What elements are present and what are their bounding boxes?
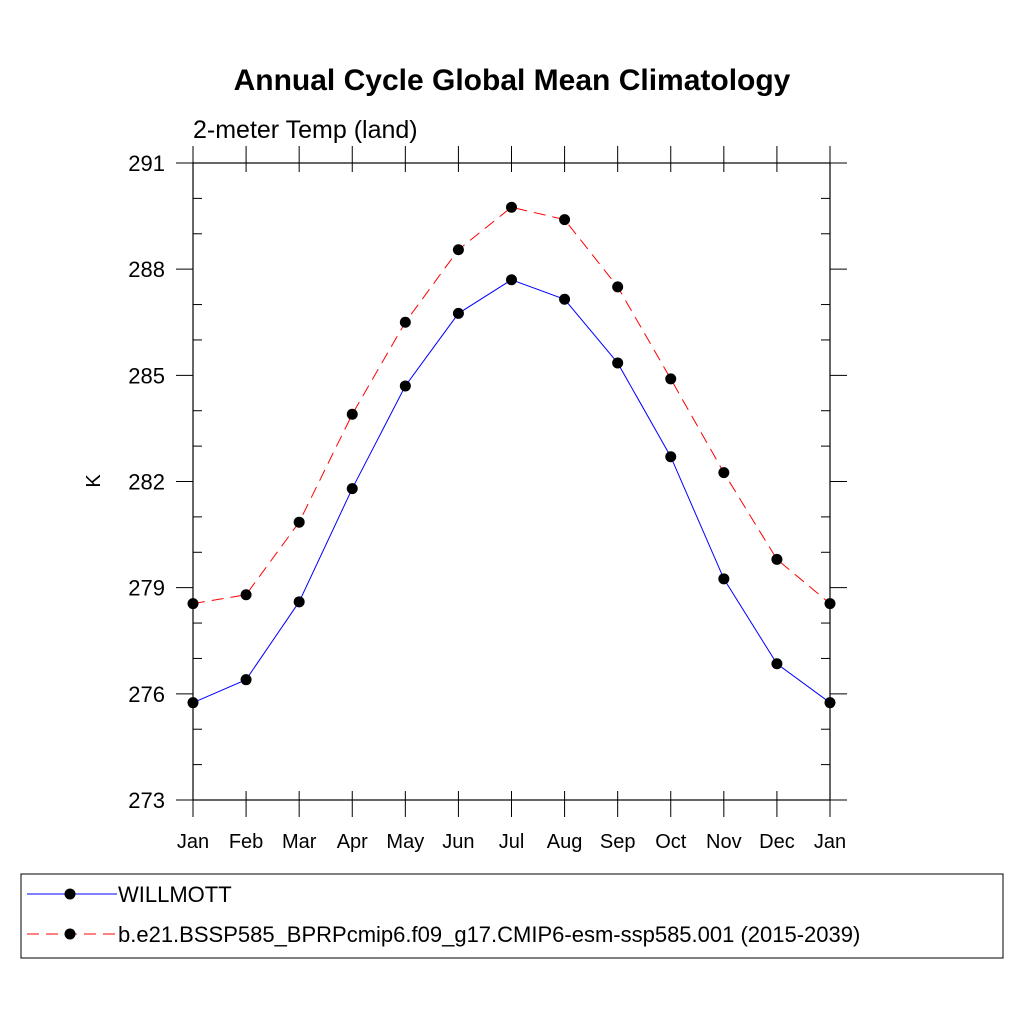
x-tick-label: Jul	[499, 831, 525, 853]
data-point-s0	[612, 357, 624, 369]
x-tick-label: Jan	[814, 831, 846, 853]
data-point-s0	[293, 596, 305, 608]
legend-marker-0	[64, 888, 76, 900]
data-point-s1	[240, 589, 252, 601]
data-point-s1	[718, 467, 730, 479]
data-point-s0	[559, 293, 571, 305]
data-point-s1	[559, 214, 571, 226]
y-tick-label: 291	[128, 151, 165, 176]
axis-ticks: 273 276 279 282 285 288 291 Jan Feb Mar Apr May Jun J…	[128, 146, 847, 853]
legend-marker-1	[64, 928, 76, 940]
x-tick-label: Nov	[706, 831, 742, 853]
x-tick-label: Sep	[600, 831, 636, 853]
x-tick-label: Dec	[759, 831, 795, 853]
y-tick-label: 282	[128, 470, 165, 495]
data-point-s1	[665, 373, 677, 385]
x-tick-label: Aug	[547, 831, 583, 853]
y-tick-label: 273	[128, 788, 165, 813]
series-line-0	[192, 279, 831, 704]
data-point-s0	[240, 674, 252, 686]
x-tick-label: May	[386, 831, 424, 853]
data-point-s1	[771, 553, 783, 565]
chart-subtitle: 2-meter Temp (land)	[193, 116, 418, 144]
y-tick-label: 285	[128, 363, 165, 388]
legend: WILLMOTT b.e21.BSSP585_BPRPcmip6.f09_g17.…	[20, 873, 1004, 959]
data-point-s0	[718, 573, 730, 585]
data-point-s0	[771, 658, 783, 670]
data-point-s0	[665, 451, 677, 463]
data-point-s0	[452, 307, 464, 319]
chart-title: Annual Cycle Global Mean Climatology	[234, 64, 791, 97]
y-tick-label: 276	[128, 682, 165, 707]
data-point-s1	[452, 244, 464, 256]
data-point-s1	[346, 408, 358, 420]
data-point-s0	[824, 697, 836, 709]
data-point-s0	[346, 483, 358, 495]
legend-box	[20, 873, 1004, 959]
series-line-1	[192, 206, 831, 605]
legend-label-1: b.e21.BSSP585_BPRPcmip6.f09_g17.CMIP6-es…	[118, 922, 860, 947]
series-layer	[187, 201, 836, 709]
data-point-s1	[187, 598, 199, 610]
data-point-s1	[399, 316, 411, 328]
data-point-s1	[612, 281, 624, 293]
x-tick-label: Apr	[337, 831, 368, 853]
x-tick-label: Feb	[229, 831, 263, 853]
x-tick-label: Jun	[442, 831, 474, 853]
y-tick-label: 288	[128, 257, 165, 282]
data-point-s0	[506, 274, 517, 286]
x-tick-label: Oct	[655, 831, 687, 853]
data-point-s1	[293, 516, 305, 528]
x-tick-label: Jan	[177, 831, 209, 853]
x-tick-label: Mar	[282, 831, 317, 853]
legend-label-0: WILLMOTT	[118, 882, 232, 907]
y-axis-label: K	[83, 474, 105, 488]
y-tick-label: 279	[128, 576, 165, 601]
data-point-s0	[187, 697, 199, 709]
data-point-s1	[506, 201, 517, 213]
plot-frame	[192, 162, 831, 801]
data-point-s0	[399, 380, 411, 392]
data-point-s1	[824, 598, 836, 610]
